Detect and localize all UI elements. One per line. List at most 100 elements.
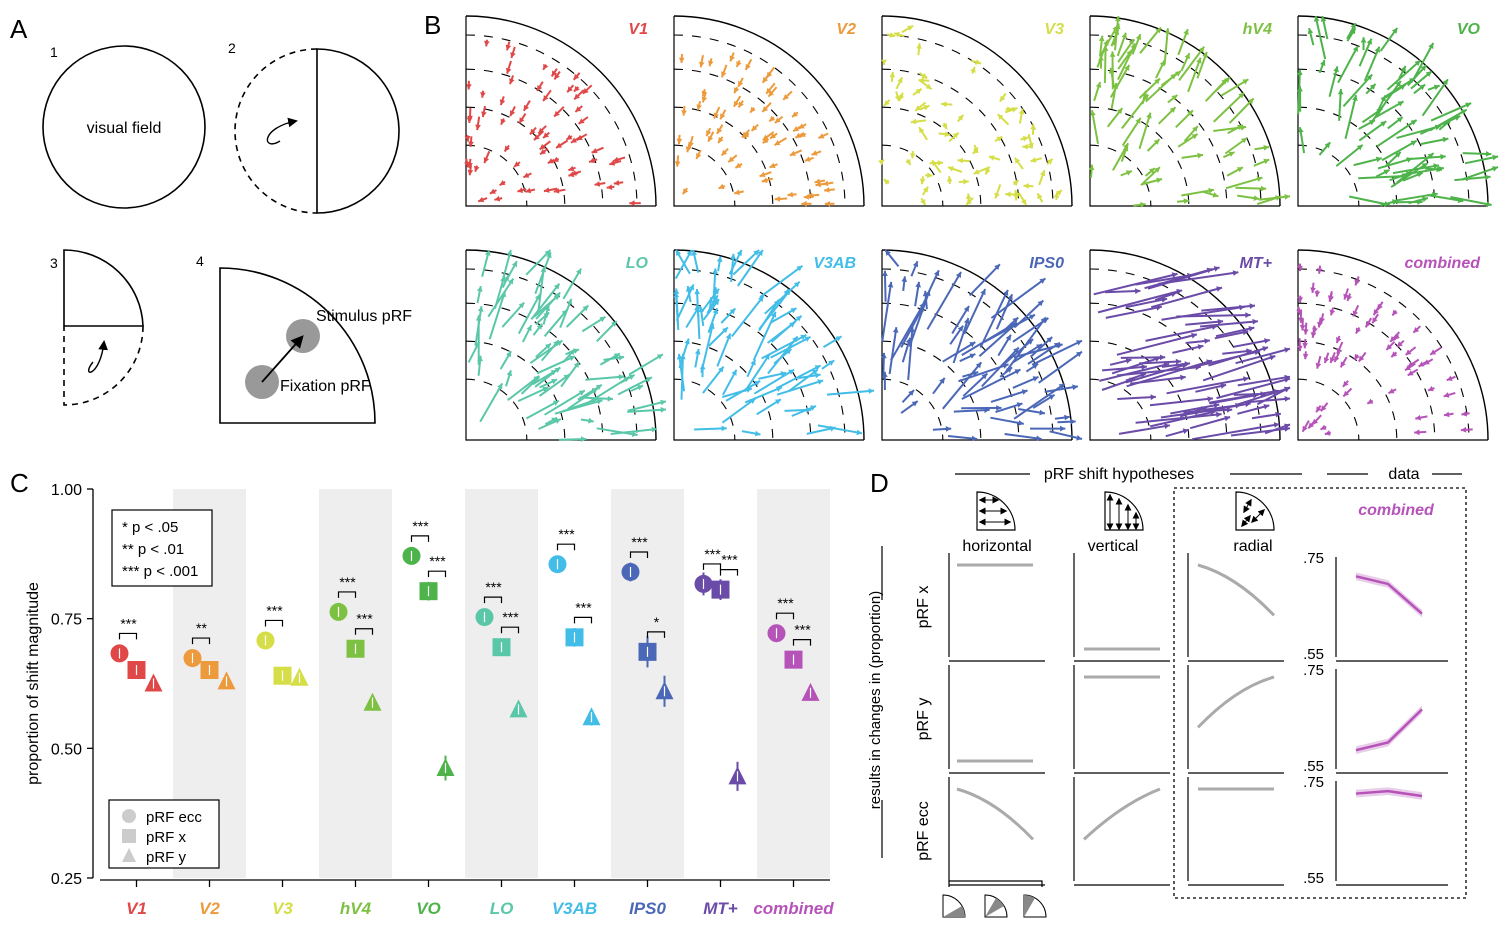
shift-vector-head xyxy=(540,148,546,155)
shift-vector xyxy=(1185,402,1251,416)
shift-vector-head xyxy=(504,145,510,152)
flip-arrow-vertical xyxy=(88,340,108,373)
shift-vector-head xyxy=(796,265,803,272)
shift-vector-head xyxy=(618,374,625,380)
shift-vector-head xyxy=(660,406,666,413)
step-number-3: 3 xyxy=(50,255,58,271)
shift-vector-head xyxy=(1313,16,1320,22)
shift-vector-head xyxy=(1021,199,1027,205)
shift-vector xyxy=(1170,403,1220,415)
shift-vector-head xyxy=(957,157,963,164)
shift-vector-head xyxy=(925,290,931,297)
shift-vector-head xyxy=(774,117,781,123)
shift-vector-head xyxy=(609,160,616,166)
map-ecc-ring xyxy=(465,68,604,207)
shift-vector xyxy=(1189,416,1231,430)
sig-stars: *** xyxy=(704,546,721,562)
shift-vector-head xyxy=(1192,126,1198,132)
shift-vector-head xyxy=(1366,38,1372,45)
map-axes xyxy=(673,16,864,207)
shift-vector xyxy=(1105,305,1162,319)
shift-vector xyxy=(1004,316,1047,374)
map-vectors xyxy=(881,249,1083,442)
shift-vector-head xyxy=(916,43,922,49)
x-tick-label-combined: combined xyxy=(753,899,834,918)
shift-vector xyxy=(534,251,552,295)
shift-vector-head xyxy=(509,78,515,85)
shift-vector-head xyxy=(500,118,506,125)
shift-vector-head xyxy=(505,44,512,51)
shift-vector xyxy=(1001,338,1034,367)
shift-vector-head xyxy=(1191,133,1198,140)
shift-vector-head xyxy=(898,92,904,99)
shift-vector-head xyxy=(684,338,690,345)
map-title-IPS0: IPS0 xyxy=(1029,255,1064,272)
shift-vector-head xyxy=(1018,420,1024,426)
shift-vector-head xyxy=(1460,426,1467,433)
shift-vector xyxy=(525,399,560,420)
shift-vector-head xyxy=(1030,157,1037,163)
shift-vector xyxy=(759,264,803,299)
shift-vector-head xyxy=(1039,409,1045,416)
row-label: pRF y xyxy=(915,698,932,741)
shift-vector-head xyxy=(547,158,554,164)
shift-vector xyxy=(507,375,540,401)
shift-vector xyxy=(1464,155,1499,165)
shift-vector-head xyxy=(811,150,818,156)
shift-vector xyxy=(1093,272,1178,296)
y-tick-label: 1.00 xyxy=(51,482,82,499)
shift-vector-head xyxy=(1003,289,1009,296)
map-ecc-ring xyxy=(881,68,1020,207)
shift-vector-head xyxy=(698,61,705,68)
shift-vector-head xyxy=(907,25,914,31)
shift-vector-head xyxy=(706,130,712,137)
sig-bracket xyxy=(427,570,447,578)
shift-vector-head xyxy=(721,425,727,432)
shift-vector-head xyxy=(750,106,756,113)
shift-vector-head xyxy=(762,137,769,144)
shift-vector-head xyxy=(884,179,890,185)
shift-vector xyxy=(1429,108,1468,132)
shift-vector xyxy=(1220,78,1249,97)
shift-vector-head xyxy=(725,333,732,340)
shift-vector xyxy=(479,382,504,423)
significance-legend-entry: ** p < .01 xyxy=(122,541,184,558)
shift-vector xyxy=(1374,100,1404,119)
shift-vector-head xyxy=(1297,265,1303,272)
flip-arrow-horizontal xyxy=(266,117,298,145)
hypothesis-line xyxy=(1197,563,1276,617)
shift-vector-head xyxy=(915,105,922,111)
shift-vector xyxy=(1358,120,1387,142)
panel-label-c: C xyxy=(10,468,29,498)
hypothesis-line xyxy=(1082,787,1161,841)
shift-vector-head xyxy=(1216,286,1222,292)
shift-vector-head xyxy=(573,348,579,354)
shift-vector-head xyxy=(554,418,561,424)
shift-vector-head xyxy=(651,426,657,433)
icon-arrow xyxy=(1251,509,1265,523)
shift-vector-head xyxy=(1141,364,1147,370)
shift-vector-head xyxy=(1485,201,1492,207)
shift-vector-head xyxy=(551,379,558,385)
shift-vector-head xyxy=(1352,95,1358,101)
hypothesis-line xyxy=(1196,675,1275,729)
shift-vector-head xyxy=(975,362,982,369)
column-label-vertical: vertical xyxy=(1088,538,1139,555)
shift-vector-head xyxy=(686,250,692,256)
significance-legend-entry: * p < .05 xyxy=(122,519,178,536)
shift-vector-head xyxy=(1374,46,1380,53)
map-title-V3: V3 xyxy=(1044,21,1064,38)
shift-vector-head xyxy=(828,360,835,366)
shift-vector-head xyxy=(980,289,986,296)
shift-vector xyxy=(1138,112,1152,150)
shift-vector xyxy=(1161,305,1245,321)
shift-vector-head xyxy=(738,101,744,108)
sig-bracket xyxy=(191,637,211,645)
shift-vector xyxy=(501,301,525,328)
shift-vector-head xyxy=(1039,170,1046,177)
marker-legend-entry: pRF ecc xyxy=(146,809,202,826)
shift-vector xyxy=(1225,176,1263,190)
shift-vector-head xyxy=(1390,336,1396,342)
shift-vector-head xyxy=(628,374,635,380)
shift-vector-head xyxy=(1088,164,1095,171)
